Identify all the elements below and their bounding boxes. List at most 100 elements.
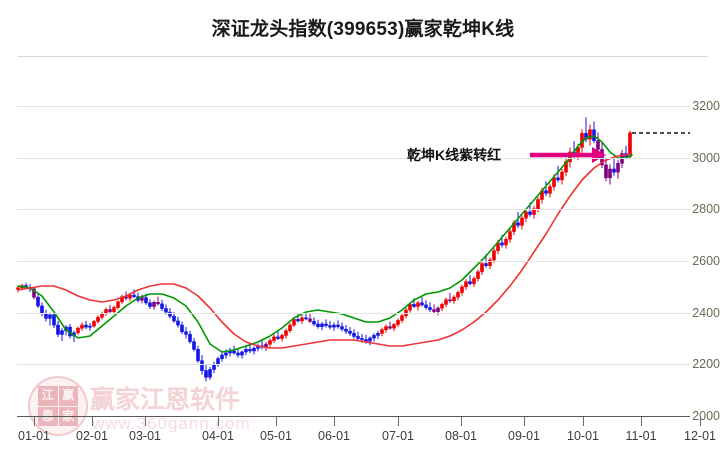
candle-body — [392, 324, 396, 329]
candle-body — [484, 263, 488, 266]
x-axis-tick-09-01 — [524, 417, 525, 426]
candle-body — [432, 309, 436, 312]
x-axis-tick-06-01 — [334, 417, 335, 426]
page-title: 深证龙头指数(399653)赢家乾坤K线 — [211, 19, 515, 40]
candle-body — [344, 328, 348, 332]
candle-body — [316, 323, 320, 327]
candle-body — [340, 326, 344, 330]
candle-body — [128, 294, 132, 299]
gridline-3000 — [17, 157, 690, 159]
candle-body — [308, 318, 312, 322]
candle-body — [508, 231, 512, 240]
candle-body — [296, 319, 300, 322]
candle-body — [468, 281, 472, 285]
x-axis-label-11-01: 11-01 — [625, 429, 657, 443]
y-axis-label-2600: 2600 — [692, 254, 720, 268]
candle-body — [292, 319, 296, 326]
header-divider — [18, 56, 708, 57]
candle-body — [100, 313, 104, 318]
candle-body — [424, 304, 428, 308]
candle-body — [208, 369, 212, 378]
candle-body — [40, 305, 44, 315]
candle-body — [88, 325, 92, 328]
candle-body — [516, 222, 520, 226]
x-axis-label-05-01: 05-01 — [260, 429, 292, 443]
candle-body — [612, 168, 616, 173]
candle-body — [152, 302, 156, 307]
candle-group — [16, 117, 632, 382]
candle-body — [236, 352, 240, 356]
candle-body — [104, 309, 108, 315]
candle-body — [532, 208, 536, 215]
candle-body — [76, 327, 80, 334]
y-axis-label-3000: 3000 — [692, 150, 720, 165]
candle-body — [552, 177, 556, 187]
candle-body — [96, 317, 100, 322]
candle-body — [52, 314, 56, 326]
candle-body — [388, 326, 392, 329]
candle-body — [440, 304, 444, 309]
x-axis-tick-07-01 — [398, 417, 399, 426]
candle-body — [132, 294, 136, 297]
candle-body — [456, 292, 460, 298]
candle-body — [616, 163, 620, 173]
candle-body — [140, 297, 144, 301]
y-axis-label-2400: 2400 — [692, 305, 720, 320]
candle-body — [184, 331, 188, 335]
candle-body — [476, 271, 480, 279]
candle-body — [504, 239, 508, 246]
candle-body — [176, 320, 180, 326]
candle-body — [248, 349, 252, 352]
x-axis-label-12-01: 12-01 — [684, 429, 716, 443]
gridline-3200 — [17, 106, 690, 107]
candle-body — [204, 370, 208, 378]
candle-body — [448, 299, 452, 302]
candle-body — [500, 242, 504, 246]
candle-body — [92, 321, 96, 327]
candle-body — [360, 338, 364, 340]
x-axis-tick-12-01 — [700, 417, 701, 426]
candle-body — [320, 323, 324, 327]
candle-body — [192, 341, 196, 350]
candle-body — [384, 326, 388, 331]
candle-body — [220, 354, 224, 359]
candle-body — [196, 349, 200, 362]
candle-body — [168, 311, 172, 317]
gridline-2800 — [17, 209, 690, 211]
candle-body — [396, 320, 400, 325]
candle-body — [428, 307, 432, 310]
candle-body — [48, 314, 52, 319]
candle-body — [116, 301, 120, 308]
candle-body — [84, 324, 88, 328]
x-axis-label-03-01: 03-01 — [129, 429, 161, 443]
candle-body — [520, 217, 524, 226]
x-axis-tick-08-01 — [461, 417, 462, 426]
candle-body — [400, 315, 404, 321]
candle-body — [284, 330, 288, 336]
y-axis-label-3200: 3200 — [692, 99, 720, 113]
candle-body — [488, 259, 492, 266]
candle-body — [592, 129, 596, 141]
candle-body — [588, 129, 592, 140]
candle-body — [112, 307, 116, 312]
candle-body — [596, 140, 600, 150]
candle-body — [380, 329, 384, 334]
candle-body — [252, 348, 256, 352]
candle-body — [356, 336, 360, 339]
x-axis-tick-11-01 — [641, 417, 642, 426]
candle-body — [160, 303, 164, 309]
candle-body — [200, 360, 204, 371]
x-axis-tick-01-01 — [34, 417, 35, 426]
candle-body — [376, 333, 380, 336]
candle-body — [524, 211, 528, 219]
x-axis-label-07-01: 07-01 — [382, 429, 414, 443]
x-axis-label-02-01: 02-01 — [76, 429, 108, 443]
candle-body — [332, 324, 336, 328]
candle-body — [240, 351, 244, 356]
x-axis-tick-05-01 — [276, 417, 277, 426]
x-axis-label-10-01: 10-01 — [567, 429, 599, 443]
candle-body — [372, 335, 376, 339]
candle-body — [560, 171, 564, 181]
